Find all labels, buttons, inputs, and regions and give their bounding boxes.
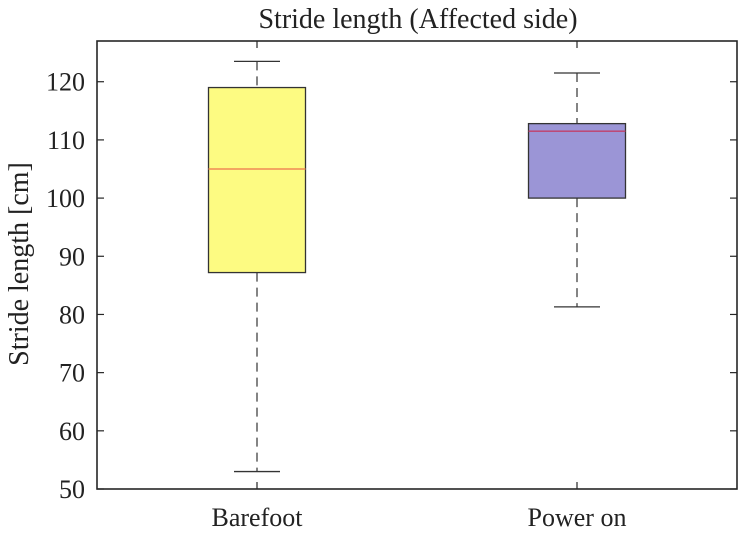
x-tick-label: Power on [528,503,627,532]
y-tick-label: 60 [59,417,85,446]
box-iqr [527,122,627,199]
y-tick-label: 50 [59,475,85,504]
plot-frame [96,40,738,490]
plot-axes: 50 60 70 80 90 100 110 120 Barefoot Power on [46,40,738,532]
y-tick-label: 100 [46,184,85,213]
x-tick-label: Barefoot [212,503,304,532]
box-iqr [207,86,307,274]
chart-title: Stride length (Affected side) [258,4,577,35]
y-tick-label: 120 [46,68,85,97]
box-barefoot [207,60,307,473]
box-power-on [527,72,627,308]
y-tick-label: 80 [59,300,85,329]
y-tick-label: 110 [47,126,85,155]
box-series [207,60,627,473]
y-axis-label: Stride length [cm] [4,162,35,366]
y-tick-label: 90 [59,242,85,271]
y-tick-label: 70 [59,359,85,388]
